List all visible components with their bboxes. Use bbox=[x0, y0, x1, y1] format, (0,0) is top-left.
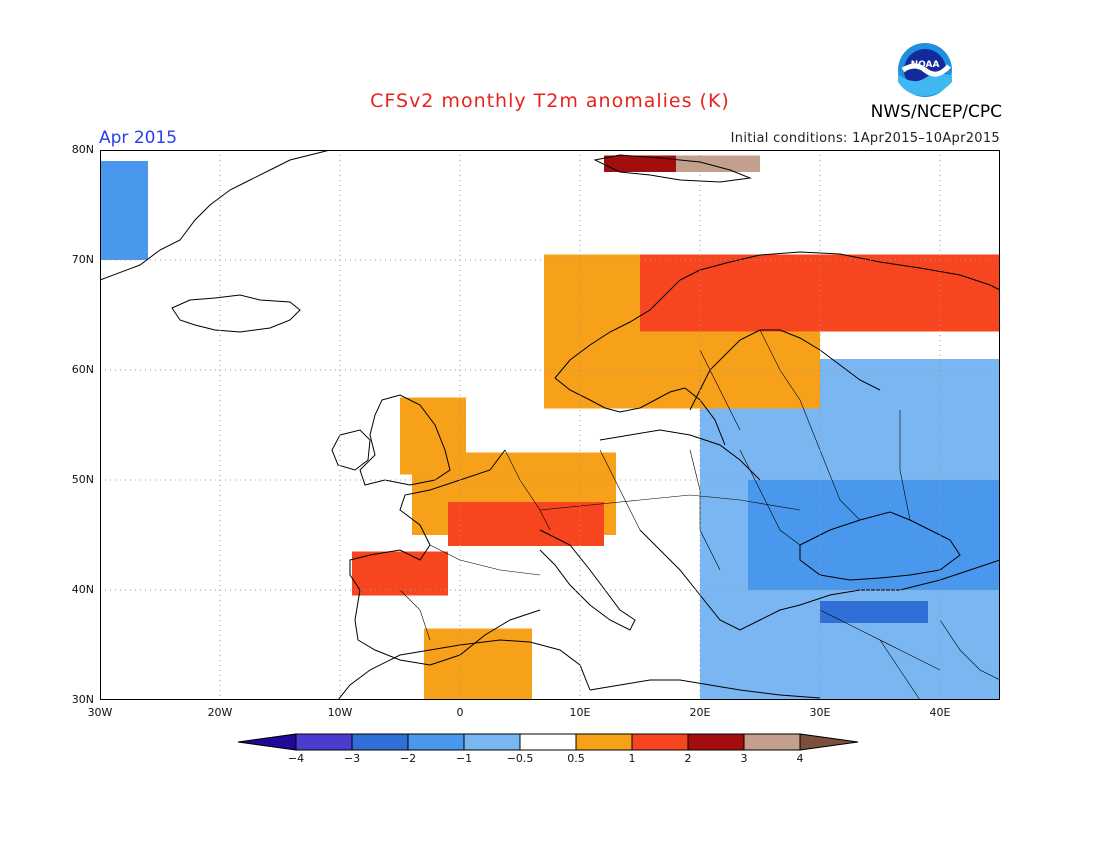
colorbar-box bbox=[519, 733, 577, 751]
agency-label: NWS/NCEP/CPC bbox=[870, 102, 1002, 122]
colorbar-label: 3 bbox=[740, 752, 748, 765]
lat-tick-label: 40N bbox=[71, 583, 94, 596]
chart-title: CFSv2 monthly T2m anomalies (K) bbox=[370, 90, 730, 112]
colorbar-min-arrow bbox=[238, 733, 297, 751]
anomaly-region bbox=[100, 161, 148, 260]
colorbar-label: 0.5 bbox=[567, 752, 585, 765]
forecast-month: Apr 2015 bbox=[99, 128, 178, 148]
anomaly-region bbox=[448, 502, 604, 546]
lat-tick-label: 70N bbox=[71, 253, 94, 266]
lat-tick-label: 80N bbox=[71, 143, 94, 156]
lon-tick-label: 30W bbox=[87, 706, 113, 719]
noaa-logo: NOAA bbox=[898, 43, 952, 97]
colorbar-label: −3 bbox=[343, 752, 361, 765]
lon-tick-label: 20E bbox=[689, 706, 711, 719]
anomaly-regions bbox=[100, 155, 1000, 700]
lat-tick-label: 50N bbox=[71, 473, 94, 486]
colorbar-box bbox=[575, 733, 633, 751]
colorbar-box bbox=[687, 733, 745, 751]
colorbar-box bbox=[407, 733, 465, 751]
lon-tick-label: 20W bbox=[207, 706, 233, 719]
initial-conditions: Initial conditions: 1Apr2015–10Apr2015 bbox=[730, 131, 1000, 146]
coastlines bbox=[100, 150, 1000, 700]
colorbar-box bbox=[743, 733, 801, 751]
lat-tick-label: 60N bbox=[71, 363, 94, 376]
lat-tick-label: 30N bbox=[71, 693, 94, 706]
lon-tick-label: 30E bbox=[809, 706, 831, 719]
colorbar-max-arrow bbox=[799, 733, 859, 751]
colorbar-label: 4 bbox=[796, 752, 804, 765]
anomaly-region bbox=[640, 254, 1000, 332]
colorbar-box bbox=[631, 733, 689, 751]
colorbar-label: −0.5 bbox=[506, 752, 534, 765]
lon-tick-label: 0 bbox=[456, 706, 464, 719]
colorbar-label: −4 bbox=[287, 752, 305, 765]
colorbar-label: −2 bbox=[399, 752, 417, 765]
colorbar-label: 2 bbox=[684, 752, 692, 765]
logo-text: NOAA bbox=[911, 60, 940, 70]
colorbar-box bbox=[351, 733, 409, 751]
colorbar-box bbox=[463, 733, 521, 751]
colorbar-label: −1 bbox=[455, 752, 473, 765]
anomaly-region bbox=[676, 155, 760, 172]
colorbar-label: 1 bbox=[628, 752, 636, 765]
lon-tick-label: 10W bbox=[327, 706, 353, 719]
colorbar bbox=[238, 733, 859, 751]
lon-tick-label: 40E bbox=[929, 706, 951, 719]
colorbar-box bbox=[295, 733, 353, 751]
gridlines bbox=[100, 150, 1000, 700]
anomaly-region bbox=[820, 601, 928, 623]
anomaly-region bbox=[604, 155, 676, 172]
anomaly-region bbox=[352, 551, 448, 596]
anomaly-region bbox=[748, 480, 1000, 590]
anomaly-map bbox=[100, 150, 1000, 700]
lon-tick-label: 10E bbox=[569, 706, 591, 719]
anomaly-region bbox=[424, 628, 532, 700]
